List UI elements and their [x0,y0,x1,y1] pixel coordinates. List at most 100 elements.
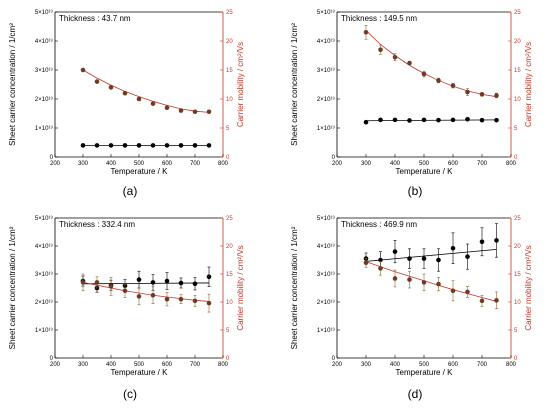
mobility-point [479,92,485,97]
panel-label: (d) [408,387,423,401]
concentration-point [150,143,156,148]
y-left-tick-label: 5×10¹⁹ [35,215,54,222]
concentration-point [108,143,114,148]
mobility-fit-curve [365,261,497,302]
concentration-point [392,117,398,123]
concentration-point [80,143,86,148]
concentration-point [465,254,470,259]
concentration-point [150,280,156,285]
y-left-axis-title: Sheet carrier concentration / 1/cm² [290,226,299,349]
concentration-point [436,117,441,123]
thickness-annotation: Thickness : 43.7 nm [59,14,131,23]
y-left-tick-label: 1×10¹⁹ [317,125,336,132]
concentration-point [164,143,170,148]
concentration-point [407,256,412,261]
y-right-tick-label: 25 [226,216,233,222]
y-right-tick-label: 10 [514,97,521,103]
mobility-fit-curve [82,282,210,302]
y-left-axis-title: Sheet carrier concentration / 1/cm² [8,23,17,146]
mobility-point [378,47,383,52]
mobility-point [450,288,456,294]
y-right-tick-label: 10 [514,300,521,306]
x-tick-label: 800 [506,161,517,167]
mobility-point [80,280,86,285]
concentration-point [206,274,212,280]
x-axis-title: Temperature / K [111,167,169,176]
y-right-tick-label: 0 [226,155,230,161]
y-left-tick-label: 3×10¹⁹ [35,271,54,278]
concentration-point [450,117,456,123]
y-right-tick-label: 10 [226,97,233,103]
y-left-tick-label: 1×10¹⁹ [35,125,54,132]
y-right-axis-title: Carrier mobility / cm²/Vs [524,245,533,330]
thickness-annotation: Thickness : 149.5 nm [341,14,417,23]
y-right-tick-label: 5 [226,328,230,334]
y-right-tick-label: 20 [226,244,233,250]
concentration-point [421,117,427,123]
mobility-point [450,83,456,88]
y-right-tick-label: 25 [514,216,521,222]
x-tick-label: 600 [448,362,459,368]
y-right-axis-title: Carrier mobility / cm²/Vs [236,42,245,127]
mobility-point [178,108,184,113]
x-axis-title: Temperature / K [111,368,169,377]
mobility-point [108,85,114,90]
concentration-point [479,117,485,123]
panel-label: (a) [123,184,138,198]
concentration-point [122,143,128,148]
concentration-point [363,119,369,125]
y-right-tick-label: 20 [514,244,521,250]
thickness-annotation: Thickness : 469.9 nm [341,220,417,229]
concentration-point [436,257,441,263]
y-right-tick-label: 5 [226,126,230,132]
mobility-point [192,109,198,115]
y-left-tick-label: 5×10¹⁹ [35,9,54,16]
mobility-point [363,30,369,35]
y-left-tick-label: 1×10¹⁹ [35,327,54,334]
concentration-point [178,143,184,148]
x-tick-label: 300 [361,161,372,167]
concentration-point [450,245,456,251]
mobility-point [122,90,128,96]
y-right-tick-label: 15 [226,272,233,278]
y-left-tick-label: 2×10¹⁹ [317,299,336,306]
mobility-point [436,78,441,83]
x-tick-label: 600 [448,161,459,167]
mobility-point [363,260,369,266]
x-tick-label: 400 [390,362,401,368]
mobility-point [136,96,142,102]
x-tick-label: 200 [50,362,61,368]
concentration-fit-line [365,119,497,122]
concentration-point [94,143,100,148]
concentration-point [378,117,383,123]
mobility-point [392,54,398,60]
x-tick-label: 300 [78,161,89,167]
x-tick-label: 500 [419,161,430,167]
mobility-point [494,298,499,303]
x-tick-label: 200 [332,362,343,368]
y-left-tick-label: 2×10¹⁹ [35,96,54,103]
y-right-tick-label: 15 [514,272,521,278]
x-tick-label: 500 [134,161,145,167]
concentration-point [178,280,184,286]
concentration-point [494,238,499,243]
y-left-tick-label: 3×10¹⁹ [317,271,336,278]
x-axis-title: Temperature / K [396,368,454,377]
concentration-point [494,117,499,123]
x-tick-label: 400 [106,161,117,167]
y-left-tick-label: 3×10¹⁹ [317,67,336,74]
mobility-point [122,288,128,294]
concentration-point [136,277,142,282]
x-tick-label: 700 [190,161,201,167]
y-left-tick-label: 5×10¹⁹ [317,215,336,222]
x-tick-label: 400 [106,362,117,368]
mobility-point [150,101,156,106]
concentration-point [192,281,198,287]
concentration-fit-line [82,282,210,285]
mobility-point [94,280,100,285]
mobility-point [94,79,100,84]
concentration-point [479,239,485,245]
y-left-tick-label: 0 [332,356,336,362]
x-axis-title: Temperature / K [396,167,454,176]
